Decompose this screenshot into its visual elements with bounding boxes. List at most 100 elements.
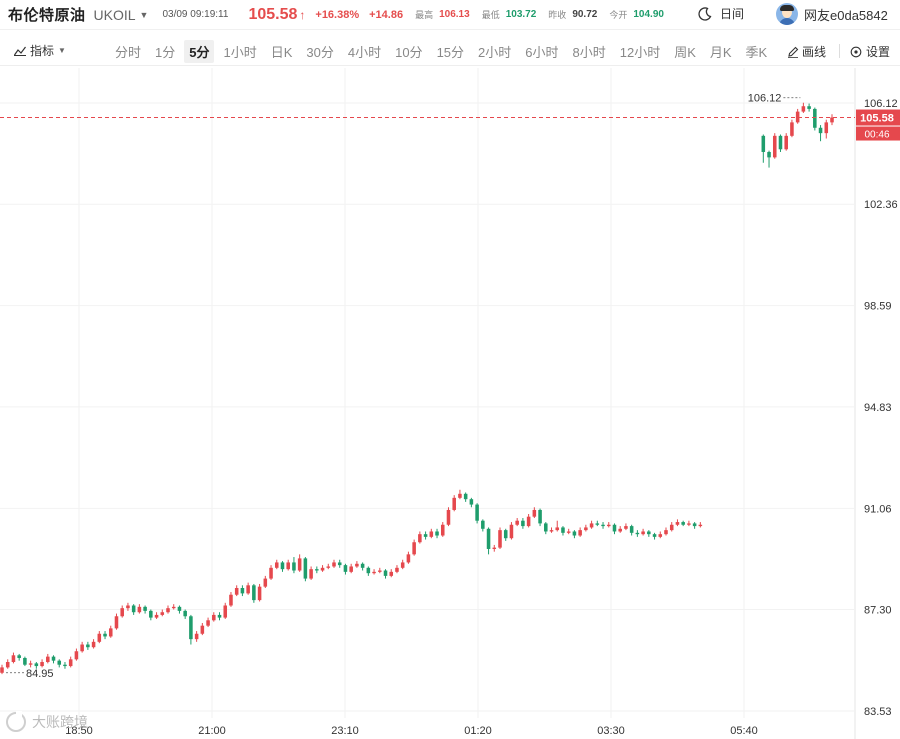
candle-body: [801, 106, 806, 112]
candle-body: [114, 616, 119, 629]
period-tab[interactable]: 6小时: [525, 45, 559, 60]
user-profile[interactable]: 网友e0da5842: [776, 3, 888, 25]
candle-body: [624, 526, 628, 529]
candle-body: [91, 641, 96, 648]
candle-body: [51, 656, 56, 661]
period-tab[interactable]: 12小时: [619, 45, 661, 60]
candle-body: [647, 531, 651, 535]
y-tick-label: 94.83: [864, 402, 892, 414]
candle-body: [349, 566, 353, 572]
candle-body: [383, 570, 388, 576]
candle-body: [658, 534, 663, 537]
period-tab[interactable]: 15分: [436, 45, 465, 60]
settings-button[interactable]: 设置: [850, 43, 890, 60]
candle-body: [544, 523, 548, 532]
watermark: 大账跨境: [6, 711, 88, 732]
last-price: 105.58 ↑: [248, 6, 305, 24]
candle-body: [618, 528, 622, 532]
candle-body: [463, 493, 468, 500]
candle-body: [343, 565, 348, 572]
candle-body: [486, 528, 491, 549]
candle-body: [252, 585, 256, 601]
candle-body: [538, 509, 542, 524]
candle-body: [154, 614, 159, 618]
candlestick-chart[interactable]: 106.12 102.36 98.59 94.83 91.06 87.30 83.53 18:…: [0, 68, 900, 739]
stat-label: 昨收: [548, 10, 567, 20]
arrow-up-icon: ↑: [299, 7, 306, 22]
candle-body: [412, 542, 416, 555]
period-tab[interactable]: 8小时: [572, 45, 606, 60]
day-mode-toggle[interactable]: 日间: [698, 5, 744, 22]
period-tab[interactable]: 1分: [155, 45, 176, 60]
candle-body: [171, 606, 176, 609]
candle-body: [108, 628, 113, 637]
candle-body: [355, 563, 359, 567]
indicator-icon: [14, 46, 26, 56]
stat-label: 最高: [415, 10, 434, 20]
candle-body: [5, 662, 10, 668]
candle-body: [669, 524, 674, 531]
period-tab[interactable]: 日K: [270, 45, 293, 60]
candle-body: [652, 534, 657, 537]
candle-body: [166, 608, 170, 613]
candle-body: [767, 151, 771, 158]
username: 网友e0da5842: [804, 7, 888, 23]
stat-label: 最低: [481, 10, 500, 20]
candle-body: [612, 524, 617, 532]
period-tab[interactable]: 4小时: [347, 45, 382, 60]
period-tab[interactable]: 1小时: [223, 45, 257, 60]
candle-body: [790, 122, 794, 136]
candle-body: [360, 563, 365, 568]
candle-body: [389, 571, 394, 576]
period-tab[interactable]: 30分: [306, 45, 334, 60]
draw-tool-button[interactable]: 画线: [787, 43, 826, 60]
stat-low: 最低 103.72: [482, 8, 537, 21]
x-tick-label: 23:10: [331, 725, 359, 737]
candle-body: [481, 520, 485, 529]
candle-body: [549, 530, 554, 532]
period-tab[interactable]: 2小时: [478, 45, 512, 60]
candle-body: [515, 520, 519, 525]
candle-body: [629, 526, 634, 533]
candle-body: [687, 523, 691, 525]
stat-value: 103.72: [505, 9, 537, 20]
candle-body: [86, 644, 90, 648]
period-tab[interactable]: 10分: [395, 45, 423, 60]
candle-body: [143, 606, 147, 611]
candle-body: [452, 497, 456, 510]
period-tab[interactable]: 分时: [115, 45, 142, 60]
current-price-tag-text: 105.58: [860, 113, 894, 125]
candle-body: [263, 578, 268, 587]
symbol-selector[interactable]: UKOIL ▼: [94, 7, 149, 23]
period-tab[interactable]: 周K: [674, 45, 696, 60]
candle-body: [503, 530, 508, 539]
candle-body: [446, 509, 451, 525]
current-price-tag: [856, 109, 900, 126]
y-tick-label: 91.06: [864, 503, 892, 515]
candle-body: [292, 562, 296, 571]
candle-body: [126, 605, 130, 609]
candle-body: [492, 547, 497, 549]
candle-body: [824, 122, 829, 134]
candle-body: [46, 656, 50, 663]
candle-body: [429, 531, 434, 537]
y-tick-label: 98.59: [864, 301, 892, 313]
candle-body: [315, 569, 319, 571]
quote-datetime: 03/09 09:19:11: [162, 9, 229, 20]
watermark-text: 大账跨境: [32, 714, 88, 730]
candle-body: [509, 524, 514, 539]
period-tab[interactable]: 季K: [745, 45, 768, 60]
candle-body: [698, 524, 703, 527]
candle-body: [80, 644, 84, 652]
x-tick-label: 05:40: [730, 725, 758, 737]
candle-body: [772, 135, 777, 158]
indicators-button[interactable]: 指标 ▼: [14, 42, 66, 59]
candle-body: [229, 594, 233, 606]
candle-body: [813, 108, 817, 128]
candle-body: [406, 554, 411, 563]
candle-body: [566, 531, 571, 533]
candle-body: [0, 667, 4, 673]
period-tab[interactable]: 5分: [184, 40, 215, 63]
candle-body: [103, 633, 107, 637]
period-tab[interactable]: 月K: [709, 45, 732, 60]
